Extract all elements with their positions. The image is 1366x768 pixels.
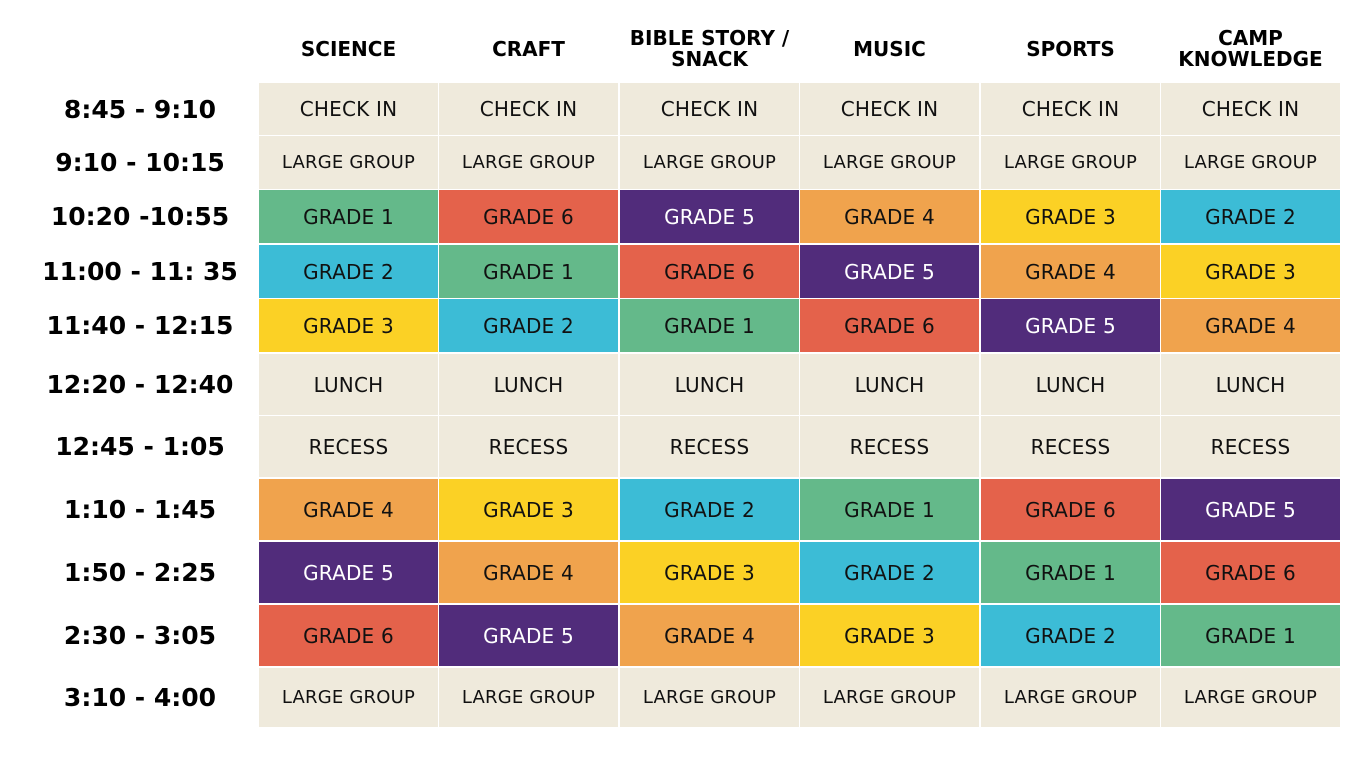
schedule-cell: LUNCH (800, 354, 979, 415)
schedule-cell: GRADE 6 (800, 299, 979, 352)
column-header: BIBLE STORY / SNACK (629, 26, 790, 71)
schedule-cell: GRADE 1 (1161, 605, 1340, 666)
schedule-cell: GRADE 5 (1161, 479, 1340, 540)
time-slot-label: 12:45 - 1:05 (55, 432, 225, 461)
schedule-cell: GRADE 1 (439, 245, 618, 298)
time-slot-label: 9:10 - 10:15 (55, 148, 225, 177)
schedule-cell: LARGE GROUP (800, 668, 979, 727)
schedule-cell: LARGE GROUP (620, 668, 799, 727)
schedule-cell: GRADE 4 (439, 542, 618, 603)
schedule-cell: RECESS (620, 416, 799, 477)
schedule-cell: LUNCH (1161, 354, 1340, 415)
schedule-cell: GRADE 4 (800, 190, 979, 243)
schedule-cell: LARGE GROUP (620, 136, 799, 189)
time-slot-label: 1:10 - 1:45 (63, 495, 217, 524)
schedule-cell: LARGE GROUP (800, 136, 979, 189)
time-slot-label: 10:20 -10:55 (50, 202, 230, 231)
schedule-cell: CHECK IN (439, 83, 618, 135)
schedule-cell: GRADE 3 (800, 605, 979, 666)
schedule-cell: GRADE 6 (439, 190, 618, 243)
schedule-cell: LARGE GROUP (439, 668, 618, 727)
schedule-cell: CHECK IN (800, 83, 979, 135)
time-slot-label: 11:40 - 12:15 (46, 311, 234, 340)
schedule-cell: RECESS (259, 416, 438, 477)
schedule-cell: GRADE 1 (981, 542, 1160, 603)
schedule-cell: GRADE 5 (259, 542, 438, 603)
time-slot-label: 8:45 - 9:10 (63, 94, 217, 124)
schedule-cell: LARGE GROUP (981, 668, 1160, 727)
schedule-cell: GRADE 6 (259, 605, 438, 666)
schedule-cell: GRADE 5 (620, 190, 799, 243)
schedule-cell: GRADE 1 (259, 190, 438, 243)
schedule-cell: GRADE 3 (981, 190, 1160, 243)
column-header: CAMP KNOWLEDGE (1178, 26, 1323, 71)
schedule-cell: LARGE GROUP (259, 136, 438, 189)
schedule-cell: GRADE 5 (981, 299, 1160, 352)
schedule-cell: GRADE 2 (981, 605, 1160, 666)
schedule-cell: GRADE 6 (1161, 542, 1340, 603)
schedule-cell: RECESS (981, 416, 1160, 477)
schedule-cell: RECESS (800, 416, 979, 477)
column-header: MUSIC (853, 36, 926, 61)
schedule-cell: GRADE 3 (620, 542, 799, 603)
schedule-cell: LARGE GROUP (1161, 136, 1340, 189)
time-slot-label: 2:30 - 3:05 (63, 621, 217, 650)
schedule-cell: LUNCH (981, 354, 1160, 415)
time-slot-label: 11:00 - 11: 35 (42, 257, 238, 286)
schedule-cell: LUNCH (439, 354, 618, 415)
schedule-cell: LARGE GROUP (1161, 668, 1340, 727)
schedule-cell: GRADE 3 (259, 299, 438, 352)
schedule-cell: GRADE 1 (800, 479, 979, 540)
schedule-cell: CHECK IN (259, 83, 438, 135)
schedule-cell: LARGE GROUP (439, 136, 618, 189)
time-slot-label: 3:10 - 4:00 (63, 683, 217, 712)
schedule-cell: GRADE 6 (981, 479, 1160, 540)
schedule-cell: GRADE 4 (1161, 299, 1340, 352)
schedule-cell: LARGE GROUP (981, 136, 1160, 189)
column-header: CRAFT (492, 36, 565, 61)
schedule-cell: CHECK IN (620, 83, 799, 135)
schedule-cell: GRADE 3 (1161, 245, 1340, 298)
schedule-cell: GRADE 2 (620, 479, 799, 540)
schedule-cell: GRADE 4 (981, 245, 1160, 298)
schedule-cell: GRADE 4 (620, 605, 799, 666)
schedule-cell: RECESS (439, 416, 618, 477)
schedule-cell: GRADE 2 (259, 245, 438, 298)
schedule-cell: LUNCH (259, 354, 438, 415)
schedule-cell: GRADE 2 (800, 542, 979, 603)
schedule-cell: LUNCH (620, 354, 799, 415)
schedule-cell: GRADE 4 (259, 479, 438, 540)
time-slot-label: 1:50 - 2:25 (63, 558, 217, 587)
schedule-cell: GRADE 3 (439, 479, 618, 540)
schedule-cell: GRADE 2 (1161, 190, 1340, 243)
schedule-cell: LARGE GROUP (259, 668, 438, 727)
schedule-cell: CHECK IN (981, 83, 1160, 135)
schedule-cell: GRADE 1 (620, 299, 799, 352)
schedule-cell: GRADE 5 (439, 605, 618, 666)
schedule-cell: CHECK IN (1161, 83, 1340, 135)
schedule-cell: RECESS (1161, 416, 1340, 477)
schedule-cell: GRADE 2 (439, 299, 618, 352)
column-header: SCIENCE (300, 36, 397, 61)
schedule-cell: GRADE 5 (800, 245, 979, 298)
column-header: SPORTS (1026, 36, 1115, 61)
time-slot-label: 12:20 - 12:40 (46, 370, 234, 399)
schedule-cell: GRADE 6 (620, 245, 799, 298)
